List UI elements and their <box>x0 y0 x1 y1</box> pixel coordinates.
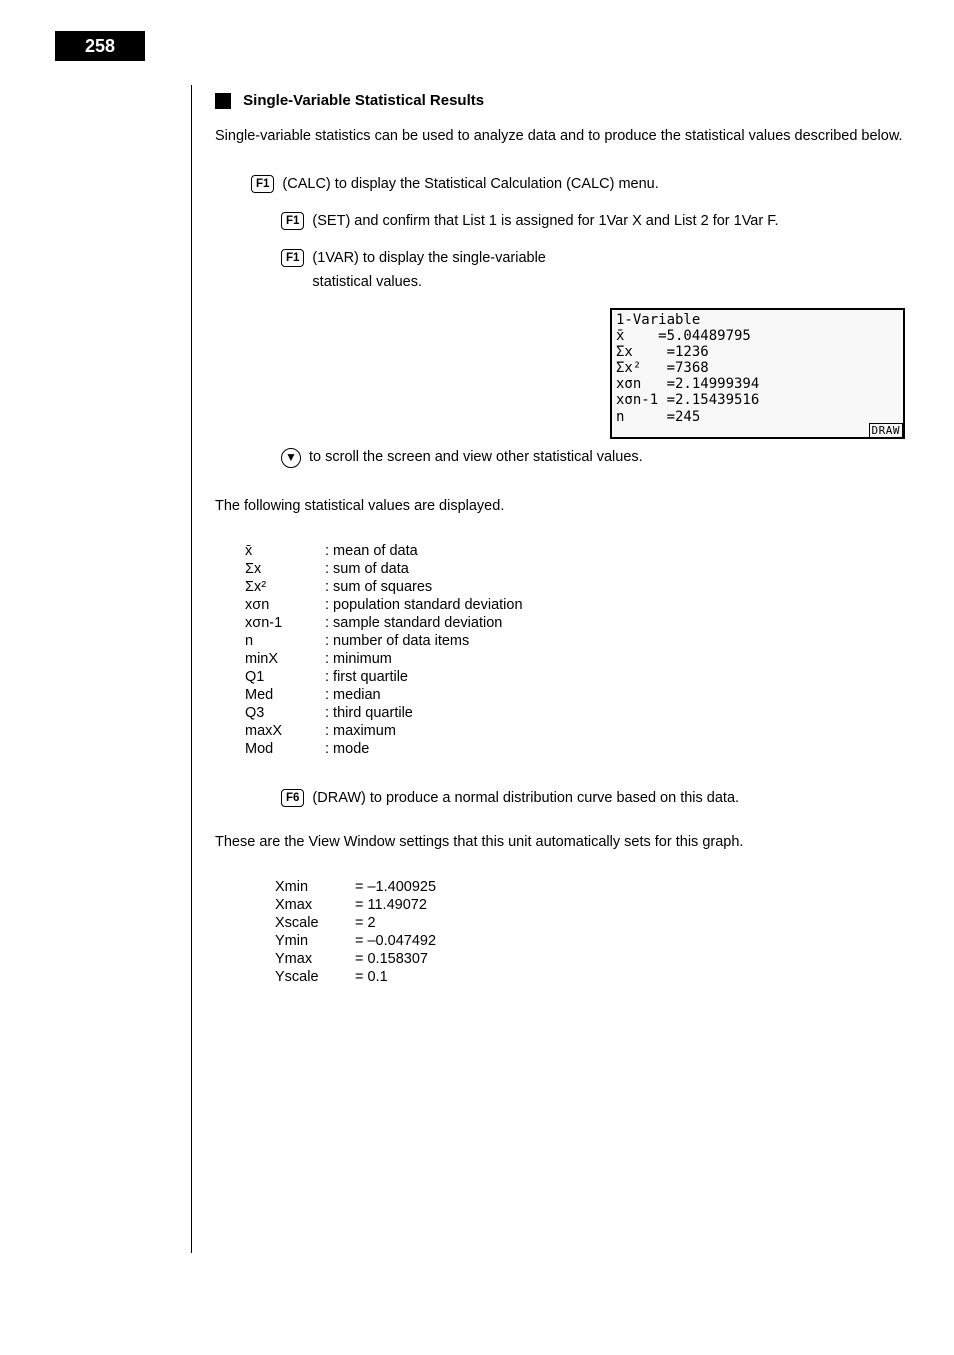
variable-description: : mode <box>325 741 369 757</box>
variable-description: : sum of data <box>325 561 409 577</box>
page-content: Single-Variable Statistical Results Sing… <box>215 85 915 987</box>
variable-description: : mean of data <box>325 543 418 559</box>
variable-symbol: xσn-1 <box>245 615 325 631</box>
view-window-value: = 0.158307 <box>355 951 428 967</box>
intro-paragraph: Single-variable statistics can be used t… <box>215 125 915 147</box>
variable-symbol: n <box>245 633 325 649</box>
step-set: F1 (SET) and confirm that List 1 is assi… <box>215 210 915 233</box>
variable-row: minX: minimum <box>245 651 915 667</box>
variable-description: : population standard deviation <box>325 597 523 613</box>
view-window-key: Ymax <box>275 951 355 967</box>
variable-row: xσn: population standard deviation <box>245 597 915 613</box>
view-window-key: Xmin <box>275 879 355 895</box>
step-draw-text: (DRAW) to produce a normal distribution … <box>312 787 739 810</box>
variable-description: : number of data items <box>325 633 469 649</box>
step-draw-graph: F6 (DRAW) to produce a normal distributi… <box>215 787 915 810</box>
draw-softkey-label: DRAW <box>869 423 904 437</box>
variable-row: Σx: sum of data <box>245 561 915 577</box>
variable-symbol: Q1 <box>245 669 325 685</box>
calculator-screenshot: 1-Variable x̄ =5.04489795Σx =1236Σx² =73… <box>610 308 905 439</box>
variable-symbol: x̄ <box>245 543 325 559</box>
variable-symbol: xσn <box>245 597 325 613</box>
variable-row: Q1: first quartile <box>245 669 915 685</box>
variable-symbol: minX <box>245 651 325 667</box>
variable-row: Mod: mode <box>245 741 915 757</box>
variable-description: : median <box>325 687 381 703</box>
f1-key-icon: F1 <box>281 249 304 267</box>
screenshot-row: Σx =1236 <box>616 344 899 360</box>
variable-row: Med: median <box>245 687 915 703</box>
values-intro-paragraph: The following statistical values are dis… <box>215 495 915 517</box>
view-window-key: Xscale <box>275 915 355 931</box>
view-window-key: Ymin <box>275 933 355 949</box>
view-window-value: = 11.49072 <box>355 897 427 913</box>
variable-symbol: Mod <box>245 741 325 757</box>
variable-row: Σx²: sum of squares <box>245 579 915 595</box>
variable-symbol: Q3 <box>245 705 325 721</box>
variable-row: x̄: mean of data <box>245 543 915 559</box>
view-window-value: = –1.400925 <box>355 879 436 895</box>
section-heading-text: Single-Variable Statistical Results <box>243 92 484 109</box>
variable-row: maxX: maximum <box>245 723 915 739</box>
section-heading: Single-Variable Statistical Results <box>215 90 915 113</box>
variable-row: Q3: third quartile <box>245 705 915 721</box>
variable-symbol: Σx² <box>245 579 325 595</box>
step-scroll-down: ▼ to scroll the screen and view other st… <box>215 446 915 469</box>
view-window-row: Ymin= –0.047492 <box>275 933 915 949</box>
variable-description: : third quartile <box>325 705 413 721</box>
view-window-value: = 2 <box>355 915 376 931</box>
variable-row: n: number of data items <box>245 633 915 649</box>
variable-description: : sum of squares <box>325 579 432 595</box>
view-window-value: = 0.1 <box>355 969 388 985</box>
variable-description: : maximum <box>325 723 396 739</box>
f1-key-icon: F1 <box>251 175 274 193</box>
variable-description: : minimum <box>325 651 392 667</box>
view-window-list: Xmin= –1.400925Xmax= 11.49072Xscale= 2Ym… <box>245 879 915 985</box>
variable-row: xσn-1: sample standard deviation <box>245 615 915 631</box>
variable-description: : first quartile <box>325 669 408 685</box>
f6-key-icon: F6 <box>281 789 304 807</box>
screenshot-row: xσn =2.14999394 <box>616 376 899 392</box>
down-arrow-key-icon: ▼ <box>281 448 301 468</box>
screenshot-row: Σx² =7368 <box>616 360 899 376</box>
variable-list: x̄: mean of dataΣx: sum of dataΣx²: sum … <box>215 543 915 757</box>
step-calc-menu-text: (CALC) to display the Statistical Calcul… <box>282 173 658 196</box>
section-marker-icon <box>215 93 231 109</box>
view-window-row: Xscale= 2 <box>275 915 915 931</box>
vertical-divider-left <box>191 85 192 1253</box>
step-scroll-text: to scroll the screen and view other stat… <box>309 446 643 469</box>
variable-description: : sample standard deviation <box>325 615 502 631</box>
view-window-row: Yscale= 0.1 <box>275 969 915 985</box>
view-window-key: Xmax <box>275 897 355 913</box>
step-1var-text: (1VAR) to display the single-variable st… <box>312 247 582 293</box>
view-window-row: Xmax= 11.49072 <box>275 897 915 913</box>
variable-symbol: Med <box>245 687 325 703</box>
screenshot-row: x̄ =5.04489795 <box>616 328 899 344</box>
variable-symbol: maxX <box>245 723 325 739</box>
screenshot-row: n =245 <box>616 409 899 425</box>
screenshot-row: xσn-1 =2.15439516 <box>616 392 899 408</box>
view-window-intro: These are the View Window settings that … <box>215 831 915 853</box>
f1-key-icon: F1 <box>281 212 304 230</box>
variable-symbol: Σx <box>245 561 325 577</box>
view-window-row: Ymax= 0.158307 <box>275 951 915 967</box>
step-calc-menu: F1 (CALC) to display the Statistical Cal… <box>215 173 915 196</box>
view-window-value: = –0.047492 <box>355 933 436 949</box>
view-window-key: Yscale <box>275 969 355 985</box>
view-window-row: Xmin= –1.400925 <box>275 879 915 895</box>
step-set-text: (SET) and confirm that List 1 is assigne… <box>312 210 778 233</box>
page-number-tab: 258 <box>55 31 145 61</box>
step-1var: F1 (1VAR) to display the single-variable… <box>215 247 915 293</box>
screenshot-title: 1-Variable <box>616 312 899 328</box>
